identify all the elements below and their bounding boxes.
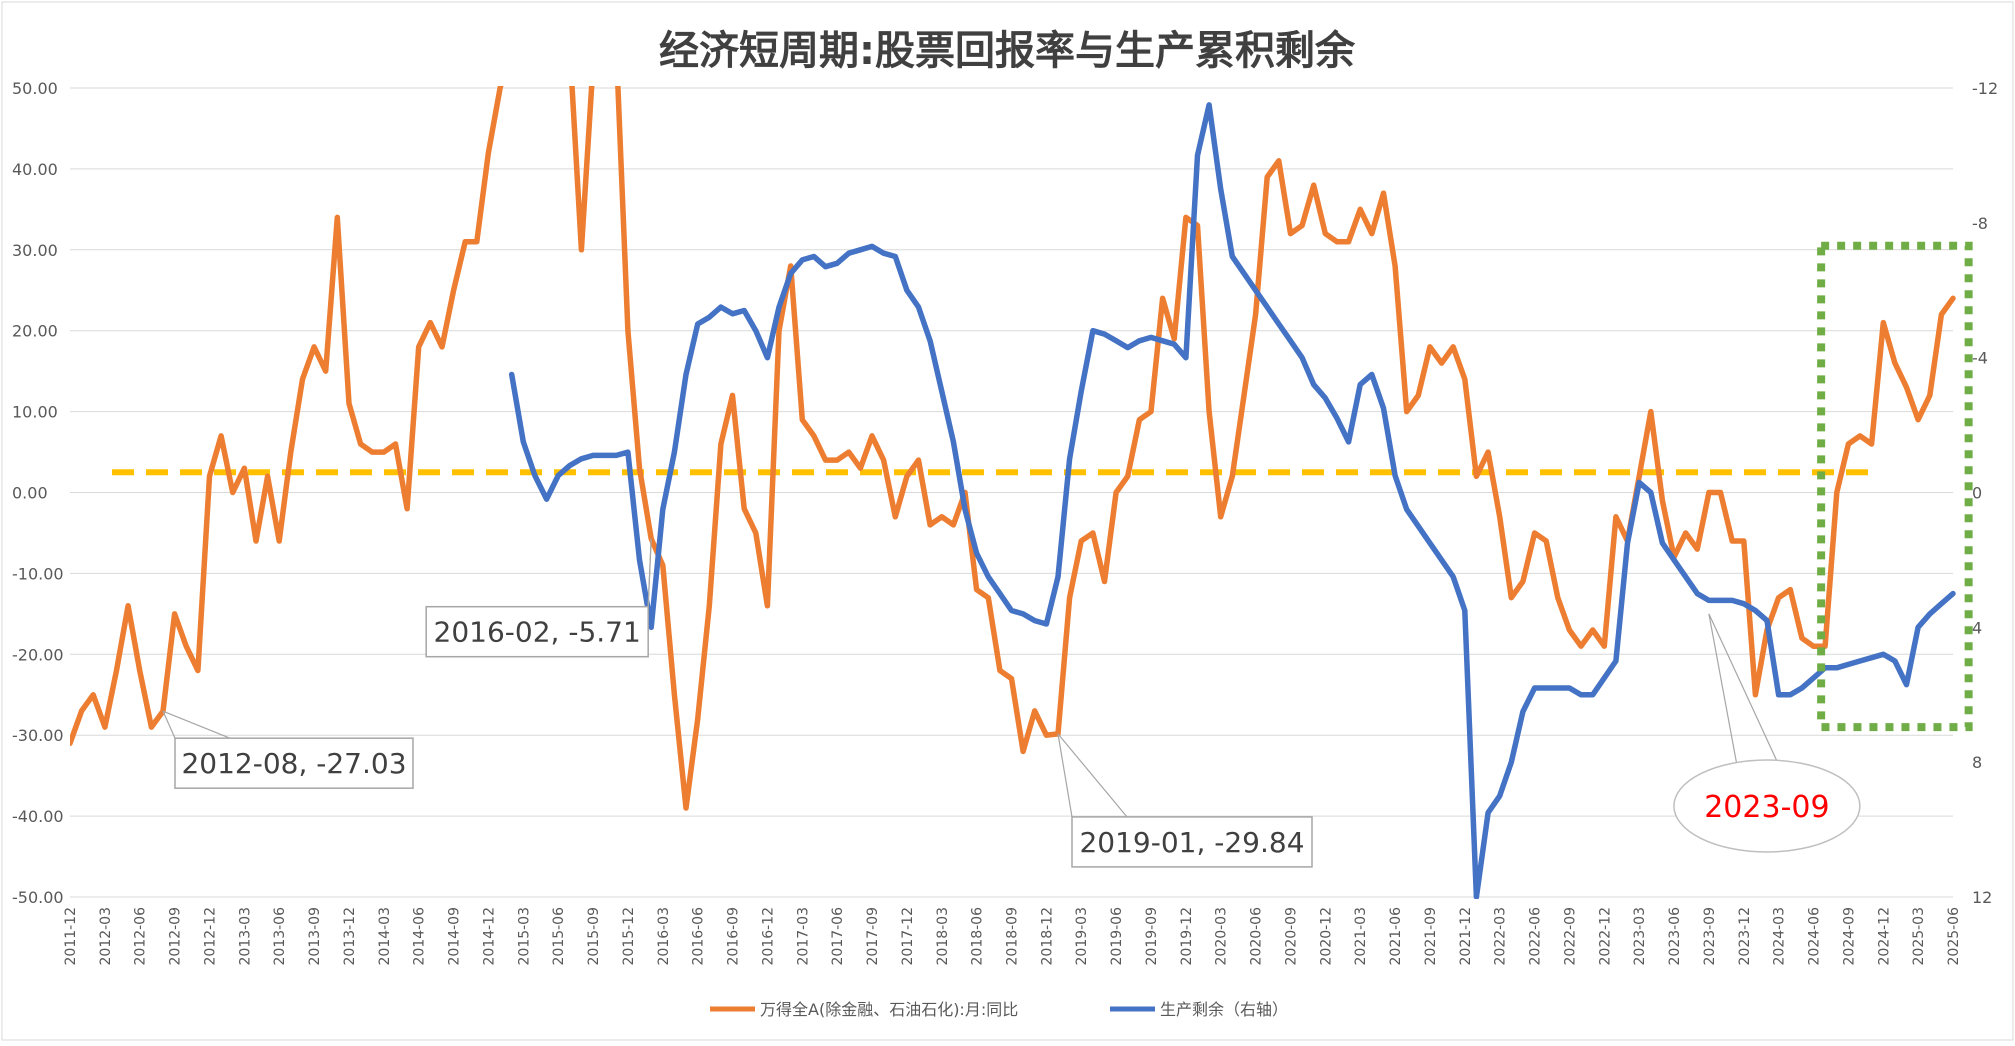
x-tick-label: 2020-06 xyxy=(1249,907,1265,966)
highlight-box xyxy=(1817,241,1973,732)
x-tick-label: 2021-12 xyxy=(1458,907,1474,966)
x-tick-label: 2018-09 xyxy=(1005,907,1021,966)
annotation-box xyxy=(1071,816,1313,868)
chart-title: 经济短周期:股票回报率与生产累积剩余 xyxy=(659,28,1356,74)
x-tick-label: 2019-12 xyxy=(1179,907,1195,966)
x-tick-label: 2023-09 xyxy=(1702,907,1718,966)
x-tick-label: 2025-06 xyxy=(1946,907,1962,966)
y-tick-label-right: 12 xyxy=(1972,888,1992,907)
y-tick-label-right: 8 xyxy=(1972,753,1982,772)
annotation-leader xyxy=(647,538,652,607)
x-tick-label: 2014-03 xyxy=(377,907,393,966)
annotation-leader xyxy=(1708,613,1738,766)
y-tick-label-left: 0.00 xyxy=(12,484,48,503)
x-tick-label: 2012-12 xyxy=(202,907,218,966)
x-tick-label: 2024-09 xyxy=(1841,907,1857,966)
x-tick-label: 2012-06 xyxy=(133,907,149,966)
x-tick-label: 2023-06 xyxy=(1667,907,1683,966)
x-tick-label: 2013-03 xyxy=(237,907,253,966)
x-tick-label: 2025-03 xyxy=(1911,907,1927,966)
x-tick-label: 2023-12 xyxy=(1737,907,1753,966)
x-tick-label: 2024-06 xyxy=(1807,907,1823,966)
annotation-leader xyxy=(1708,613,1778,762)
y-tick-label-left: 40.00 xyxy=(12,160,58,179)
x-tick-label: 2018-06 xyxy=(970,907,986,966)
x-tick-label: 2022-06 xyxy=(1528,907,1544,966)
annotation-label: 2023-09 xyxy=(1704,790,1829,825)
y-tick-label-left: -20.00 xyxy=(12,645,64,664)
y-tick-label-left: -40.00 xyxy=(12,807,64,826)
x-tick-label: 2024-03 xyxy=(1772,907,1788,966)
x-tick-label: 2023-03 xyxy=(1632,907,1648,966)
x-tick-label: 2017-09 xyxy=(865,907,881,966)
y-tick-label-left: -10.00 xyxy=(12,564,64,583)
series-line-2 xyxy=(508,102,1956,899)
y-tick-label-left: 30.00 xyxy=(12,241,58,260)
annotation-leader xyxy=(162,710,176,739)
x-tick-label: 2015-09 xyxy=(586,907,602,966)
annotation-leader xyxy=(162,710,231,739)
y-tick-label-right: 4 xyxy=(1972,618,1982,637)
annotation-box xyxy=(425,605,649,658)
x-tick-label: 2016-09 xyxy=(726,907,742,966)
series-line-1 xyxy=(70,86,1956,811)
legend-label-2: 生产剩余（右轴） xyxy=(1160,1000,1288,1019)
x-tick-label: 2012-03 xyxy=(98,907,114,966)
x-tick-label: 2013-09 xyxy=(307,907,323,966)
y-tick-label-right: -4 xyxy=(1972,349,1988,368)
x-tick-label: 2015-12 xyxy=(621,907,637,966)
x-tick-label: 2011-12 xyxy=(63,907,79,966)
x-tick-label: 2013-12 xyxy=(342,907,358,966)
x-tick-label: 2017-03 xyxy=(795,907,811,966)
x-tick-label: 2014-06 xyxy=(412,907,428,966)
x-tick-label: 2024-12 xyxy=(1876,907,1892,966)
annotation-ellipse xyxy=(1673,759,1861,853)
x-tick-label: 2015-06 xyxy=(551,907,567,966)
annotation-label: 2019-01, -29.84 xyxy=(1079,826,1304,859)
x-tick-label: 2015-03 xyxy=(516,907,532,966)
x-tick-label: 2022-03 xyxy=(1493,907,1509,966)
x-tick-label: 2022-09 xyxy=(1562,907,1578,966)
annotation-box xyxy=(174,737,414,789)
x-tick-label: 2021-06 xyxy=(1388,907,1404,966)
x-tick-label: 2014-09 xyxy=(447,907,463,966)
y-tick-label-left: 50.00 xyxy=(12,79,58,98)
x-tick-label: 2020-12 xyxy=(1318,907,1334,966)
x-tick-label: 2021-03 xyxy=(1353,907,1369,966)
y-tick-label-right: -12 xyxy=(1972,79,1998,98)
y-tick-label-left: 20.00 xyxy=(12,322,58,341)
x-tick-label: 2016-06 xyxy=(691,907,707,966)
x-tick-label: 2012-09 xyxy=(168,907,184,966)
y-tick-label-right: 0 xyxy=(1972,484,1982,503)
legend-label-1: 万得全A(除金融、石油石化):月:同比 xyxy=(760,1000,1018,1019)
annotation-label: 2016-02, -5.71 xyxy=(434,616,641,649)
x-tick-label: 2018-12 xyxy=(1039,907,1055,966)
x-tick-label: 2020-09 xyxy=(1283,907,1299,966)
legend: 万得全A(除金融、石油石化):月:同比 生产剩余（右轴） xyxy=(710,1000,1288,1019)
y-tick-label-left: -30.00 xyxy=(12,726,64,745)
x-tick-label: 2017-12 xyxy=(900,907,916,966)
x-tick-label: 2016-03 xyxy=(656,907,672,966)
y-tick-label-left: -50.00 xyxy=(12,888,64,907)
x-tick-label: 2021-09 xyxy=(1423,907,1439,966)
x-tick-label: 2014-12 xyxy=(481,907,497,966)
x-tick-label: 2019-03 xyxy=(1074,907,1090,966)
x-tick-label: 2019-09 xyxy=(1144,907,1160,966)
annotation-leader xyxy=(1057,733,1073,818)
x-tick-label: 2020-03 xyxy=(1214,907,1230,966)
x-tick-label: 2019-06 xyxy=(1109,907,1125,966)
y-tick-label-left: 10.00 xyxy=(12,403,58,422)
x-tick-label: 2018-03 xyxy=(935,907,951,966)
annotation-leader xyxy=(1057,733,1128,818)
y-tick-label-right: -8 xyxy=(1972,214,1988,233)
x-tick-label: 2013-06 xyxy=(272,907,288,966)
annotation-label: 2012-08, -27.03 xyxy=(181,747,406,780)
x-tick-label: 2016-12 xyxy=(760,907,776,966)
x-tick-label: 2022-12 xyxy=(1597,907,1613,966)
x-tick-label: 2017-06 xyxy=(830,907,846,966)
